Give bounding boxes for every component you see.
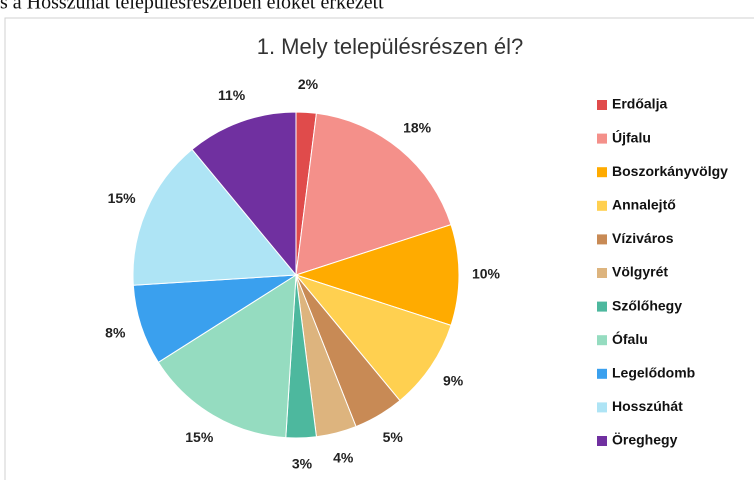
legend-label: Hosszúhát (612, 398, 683, 414)
data-label: 11% (218, 87, 246, 103)
pie-slice (294, 223, 460, 327)
data-label: 3% (292, 456, 313, 472)
data-label: 18% (403, 119, 432, 135)
legend-label: Legelődomb (612, 365, 695, 381)
legend-swatch (597, 436, 607, 446)
legend-label: Ófalu (612, 330, 648, 347)
legend-swatch (597, 167, 607, 178)
legend-swatch (597, 133, 607, 144)
legend-label: Boszorkányvölgy (612, 163, 728, 179)
legend-swatch (597, 368, 607, 379)
data-label: 10% (472, 266, 501, 282)
data-label: 4% (333, 450, 354, 466)
data-label: 9% (443, 372, 464, 388)
pie-slice (295, 112, 452, 276)
data-label: 15% (108, 190, 137, 206)
legend-label: Víziváros (612, 230, 674, 246)
pie-slice (294, 273, 452, 402)
legend-swatch (597, 301, 607, 312)
data-label: 2% (298, 76, 319, 92)
legend-swatch (597, 268, 607, 278)
page-header: s a Hosszúhát településrészeiben élőket … (0, 0, 384, 14)
legend-swatch (597, 335, 607, 346)
legend-swatch (597, 100, 607, 110)
legend-swatch (597, 402, 607, 413)
pie-slice (191, 111, 297, 277)
legend-label: Szőlőhegy (612, 297, 682, 313)
chart-title: 1. Mely településrészen él? (257, 34, 524, 59)
data-label: 8% (105, 324, 126, 340)
legend-swatch (597, 200, 607, 211)
legend-label: Annalejtő (612, 197, 676, 213)
data-label: 5% (383, 429, 404, 445)
legend-label: Újfalu (612, 128, 651, 145)
legend-label: Völgyrét (612, 264, 668, 280)
pie-slice (132, 148, 298, 286)
pie-slice (157, 274, 297, 439)
legend-label: Öreghegy (612, 432, 678, 448)
legend-swatch (597, 234, 607, 245)
data-label: 15% (185, 429, 214, 445)
legend-label: Erdőalja (612, 96, 667, 112)
